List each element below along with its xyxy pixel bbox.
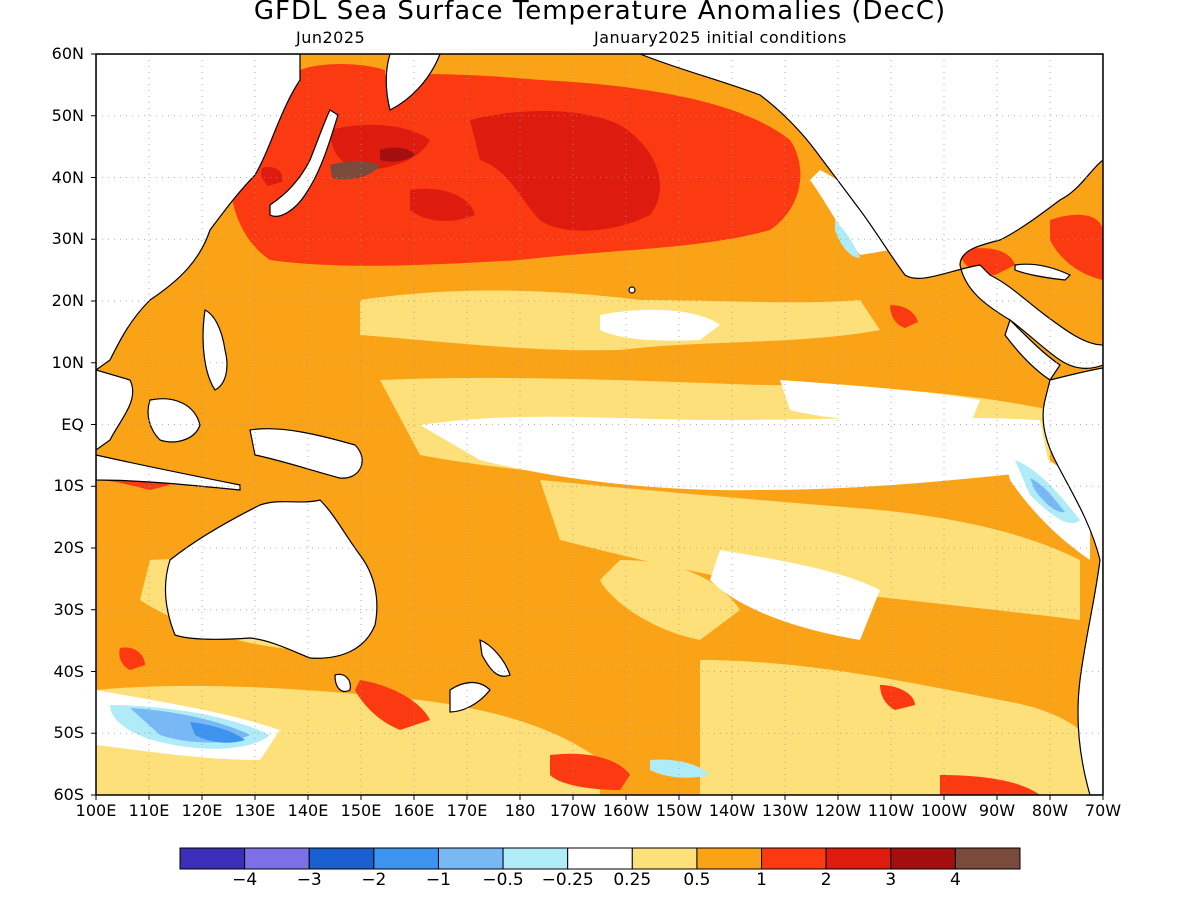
colorbar-label: −0.5 (482, 870, 524, 890)
anomaly-fill-negative (110, 220, 1080, 778)
borneo-landmass (147, 398, 201, 443)
latitude-label: 20S (53, 538, 84, 557)
colorbar-swatch (761, 847, 827, 870)
latitude-label: 10N (51, 352, 84, 372)
latitude-label: 40N (51, 167, 84, 187)
north-america-landmass (639, 54, 1103, 369)
map-title: GFDL Sea Surface Temperature Anomalies (… (253, 0, 947, 26)
colorbar-label: 0.5 (683, 870, 711, 890)
indochina-landmass (96, 369, 134, 451)
latitude-label: 30N (51, 229, 84, 249)
colorbar-label: 1 (756, 870, 767, 890)
colorbar-swatch (179, 847, 246, 870)
hawaii-landmass (628, 286, 636, 294)
nz-north-island (479, 639, 511, 677)
colorbar-swatch (244, 847, 310, 870)
tasmania-landmass (334, 673, 351, 693)
longitude-label: 120W (814, 801, 862, 820)
initial-conditions-label: January2025 initial conditions (594, 28, 847, 47)
latitude-label: 40S (53, 661, 84, 681)
colorbar-swatch (890, 847, 956, 870)
longitude-label: 160E (393, 801, 435, 820)
longitude-label: 170W (549, 801, 597, 820)
nz-south-island (449, 681, 491, 713)
colorbar-label: 2 (820, 870, 832, 890)
longitude-label: 90W (978, 801, 1016, 820)
colorbar-label: 3 (885, 870, 897, 890)
colorbar (179, 847, 1021, 870)
longitude-label: 150E (340, 801, 382, 820)
cuba-landmass (1014, 263, 1072, 281)
asia-landmass (96, 54, 301, 371)
colorbar-label: −1 (425, 870, 451, 890)
colorbar-swatch (631, 847, 698, 870)
latitude-label: 60N (51, 44, 84, 63)
colorbar-swatch (567, 847, 633, 870)
longitude-label: 100E (75, 801, 117, 820)
latitude-label: 20N (51, 291, 84, 310)
colorbar-label: 0.25 (613, 870, 652, 890)
longitude-label: 150W (655, 801, 703, 820)
longitude-label: 100W (920, 801, 968, 820)
philippines-landmass (202, 309, 228, 391)
colorbar-label: −2 (361, 870, 387, 890)
longitude-label: 120E (181, 801, 223, 820)
latitude-label: 50S (53, 723, 84, 743)
south-america-landmass (1042, 367, 1103, 795)
anomaly-fill-above-4 (330, 161, 380, 180)
longitude-label: 170E (446, 801, 488, 820)
longitude-label: 130E (234, 801, 276, 820)
japan-landmass (269, 109, 339, 217)
latitude-label: 50N (51, 105, 84, 125)
colorbar-label: −3 (296, 870, 322, 890)
colorbar-swatch (696, 847, 763, 870)
longitude-label: 110W (867, 801, 915, 820)
colorbar-label: 4 (949, 870, 961, 890)
longitude-label: 80W (1031, 801, 1069, 820)
longitude-label: 110E (128, 801, 170, 820)
longitude-label: 160W (602, 801, 650, 820)
australia-landmass (164, 499, 378, 659)
new-guinea-landmass (249, 428, 363, 479)
kamchatka-landmass (385, 54, 441, 111)
longitude-label: 180 (504, 801, 536, 820)
colorbar-label: −0.25 (541, 870, 594, 890)
longitude-label: 130W (761, 801, 809, 820)
colorbar-swatch (502, 847, 569, 870)
longitude-label: 140W (708, 801, 756, 820)
latitude-label: EQ (61, 414, 84, 434)
sst-anomaly-field (96, 54, 1103, 795)
forecast-month: Jun2025 (296, 28, 366, 47)
latitude-label: 10S (53, 476, 84, 496)
java-landmass (96, 454, 241, 491)
colorbar-swatch (308, 847, 375, 870)
land-masses (96, 54, 1103, 795)
latitude-label: 60S (53, 785, 84, 804)
colorbar-swatch (437, 847, 504, 870)
colorbar-swatch (954, 847, 1021, 870)
latitude-label: 30S (53, 599, 84, 619)
colorbar-swatch (373, 847, 439, 870)
colorbar-swatch (825, 847, 892, 870)
longitude-label: 70W (1084, 801, 1122, 820)
longitude-label: 140E (287, 801, 329, 820)
anomaly-fill-3-4 (380, 147, 415, 162)
colorbar-label: −4 (232, 870, 258, 890)
axis-ticks (91, 53, 1104, 800)
